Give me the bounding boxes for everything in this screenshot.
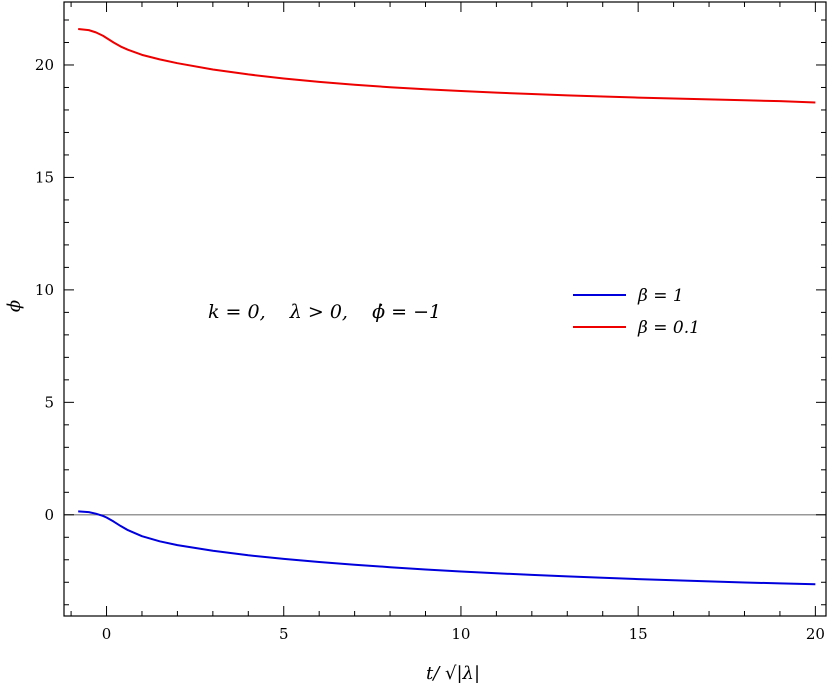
plot-frame: [63, 1, 827, 617]
series-line-1: [78, 27, 816, 104]
y-tick-label: 15: [35, 168, 54, 186]
y-tick-label: 5: [44, 393, 54, 411]
y-tick-label: 20: [35, 56, 54, 74]
x-axis-label: t/ √|λ|: [426, 663, 480, 684]
y-tick-label: 10: [35, 281, 54, 299]
series-line-0: [78, 510, 816, 586]
x-tick-label: 15: [629, 625, 648, 643]
x-tick-label: 0: [102, 625, 112, 643]
legend-label-beta-0.1: β = 0.1: [637, 318, 700, 338]
x-tick-label: 20: [806, 625, 825, 643]
series-layer: [78, 27, 816, 586]
y-tick-label: 0: [44, 506, 54, 524]
tick-labels-layer: 0 5 10 15 20 0 5 10 15 20: [35, 56, 825, 643]
y-axis-label: ϕ: [4, 300, 25, 312]
x-tick-label: 10: [451, 625, 470, 643]
annotation-text: k = 0, λ > 0, ϕ̇ = −1: [208, 301, 441, 323]
ticks-layer: [64, 2, 826, 616]
x-tick-label: 5: [279, 625, 289, 643]
legend-label-beta-1: β = 1: [637, 286, 684, 306]
legend: β = 1 β = 0.1: [573, 286, 700, 338]
